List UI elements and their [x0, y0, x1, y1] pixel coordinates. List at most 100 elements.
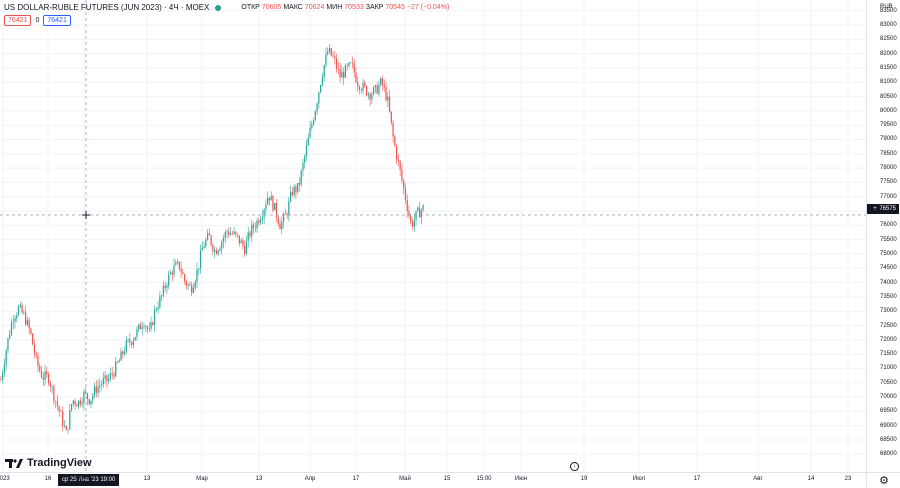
time-tick-label: Фев — [78, 476, 90, 482]
candle-body — [344, 65, 347, 78]
price-tick-label: 71000 — [880, 365, 897, 372]
currency-label[interactable]: RUB — [880, 4, 893, 10]
candle-body — [291, 191, 294, 195]
candle-body — [238, 235, 241, 244]
candle-body — [348, 62, 350, 67]
tradingview-logo-icon — [5, 458, 23, 468]
candle-body — [9, 334, 11, 339]
candle-body — [185, 281, 188, 286]
chart-area[interactable]: US DOLLAR-RUBLE FUTURES (JUN 2023) · 4Ч … — [0, 0, 866, 472]
buy-button[interactable]: 76421 — [43, 15, 71, 26]
sell-button[interactable]: 76421 — [4, 15, 32, 26]
candle-body — [175, 262, 177, 265]
candle-body — [302, 162, 304, 171]
candle-body — [381, 78, 384, 86]
candle-body — [123, 351, 126, 355]
candle-body — [93, 386, 96, 396]
price-tick-label: 78500 — [880, 150, 897, 157]
candle-body — [362, 82, 364, 91]
candle-body — [180, 268, 182, 273]
candle-body — [394, 136, 396, 146]
time-tick-label: 19 — [580, 476, 588, 482]
candle-body — [76, 404, 78, 407]
candle-body — [10, 322, 13, 335]
candle-body — [166, 285, 168, 289]
candle-body — [263, 209, 265, 218]
price-axis[interactable]: RUB 83500 83000 82500 82000 81500 81000 80500 8… — [866, 0, 900, 472]
candle-body — [342, 72, 345, 78]
candle-body — [108, 378, 110, 382]
candle-body — [387, 96, 389, 101]
price-marker-icon[interactable]: + — [871, 204, 879, 213]
quote-row: 76421 0 76421 — [4, 15, 71, 26]
candle-body — [178, 261, 180, 269]
go-to-realtime-icon[interactable]: ↓ — [570, 462, 579, 471]
price-tick-label: 69500 — [880, 408, 897, 415]
time-tick-label: 16 — [44, 476, 52, 482]
candle-body — [60, 411, 62, 412]
tradingview-logo[interactable]: TradingView — [5, 457, 92, 469]
candle-body — [26, 320, 29, 325]
candle-body — [37, 355, 39, 367]
candle-body — [380, 78, 382, 85]
candle-body — [198, 268, 200, 270]
candle-body — [67, 429, 69, 431]
time-tick-label: 15 — [443, 476, 451, 482]
time-tick-label: 17 — [352, 476, 360, 482]
candle-body — [183, 274, 186, 282]
candle-body — [325, 54, 327, 66]
candle-body — [373, 87, 375, 95]
candle-body — [141, 326, 143, 330]
candle-body — [205, 239, 207, 247]
open-label: ОТКР — [241, 4, 260, 11]
candle-body — [410, 215, 412, 222]
candle-body — [221, 242, 223, 249]
candle-body — [90, 400, 92, 405]
gear-icon[interactable]: ⚙ — [879, 475, 889, 487]
candle-body — [116, 361, 119, 363]
candle-body — [23, 312, 25, 314]
time-tick-label: 13 — [143, 476, 151, 482]
candle-body — [411, 221, 414, 227]
candle-body — [235, 231, 237, 235]
candle-body — [199, 250, 202, 269]
candle-body — [33, 344, 36, 354]
candle-body — [365, 85, 368, 96]
candle-body — [95, 386, 97, 393]
candle-body — [256, 220, 258, 229]
candle-body — [150, 322, 152, 329]
candle-body — [226, 231, 228, 233]
candle-body — [244, 245, 246, 255]
candle-body — [69, 410, 71, 430]
candle-body — [233, 231, 235, 234]
price-chart[interactable] — [0, 0, 866, 472]
candle-body — [35, 353, 37, 356]
candle-body — [286, 213, 288, 216]
candle-body — [350, 62, 352, 64]
logo-text: TradingView — [27, 457, 92, 469]
time-tick-label: Май — [399, 476, 411, 482]
candle-body — [270, 195, 272, 201]
price-tick-label: 71500 — [880, 351, 897, 358]
candle-body — [254, 227, 256, 229]
candle-body — [212, 244, 214, 252]
candle-body — [367, 93, 369, 96]
candle-body — [56, 401, 59, 407]
candle-body — [109, 373, 112, 379]
candle-body — [355, 72, 357, 83]
time-axis[interactable]: ср 25 Янв '23 19:00 2023 16 Фев 13 Мар 13 Апр 1… — [0, 472, 866, 488]
settings-corner[interactable]: ⚙ — [866, 472, 900, 488]
candle-body — [12, 321, 14, 323]
change-value: −27 (−0.04%) — [406, 4, 450, 11]
candle-body — [161, 295, 163, 297]
candle-body — [284, 213, 286, 215]
candle-body — [97, 386, 99, 393]
candle-body — [274, 202, 276, 211]
time-tick-label: 14 — [807, 476, 815, 482]
candle-body — [288, 201, 290, 216]
symbol-title[interactable]: US DOLLAR-RUBLE FUTURES (JUN 2023) · 4Ч … — [4, 3, 210, 12]
price-tick-label: 72000 — [880, 336, 897, 343]
candle-body — [102, 378, 104, 385]
candle-body — [268, 197, 271, 201]
candle-body — [401, 169, 403, 181]
